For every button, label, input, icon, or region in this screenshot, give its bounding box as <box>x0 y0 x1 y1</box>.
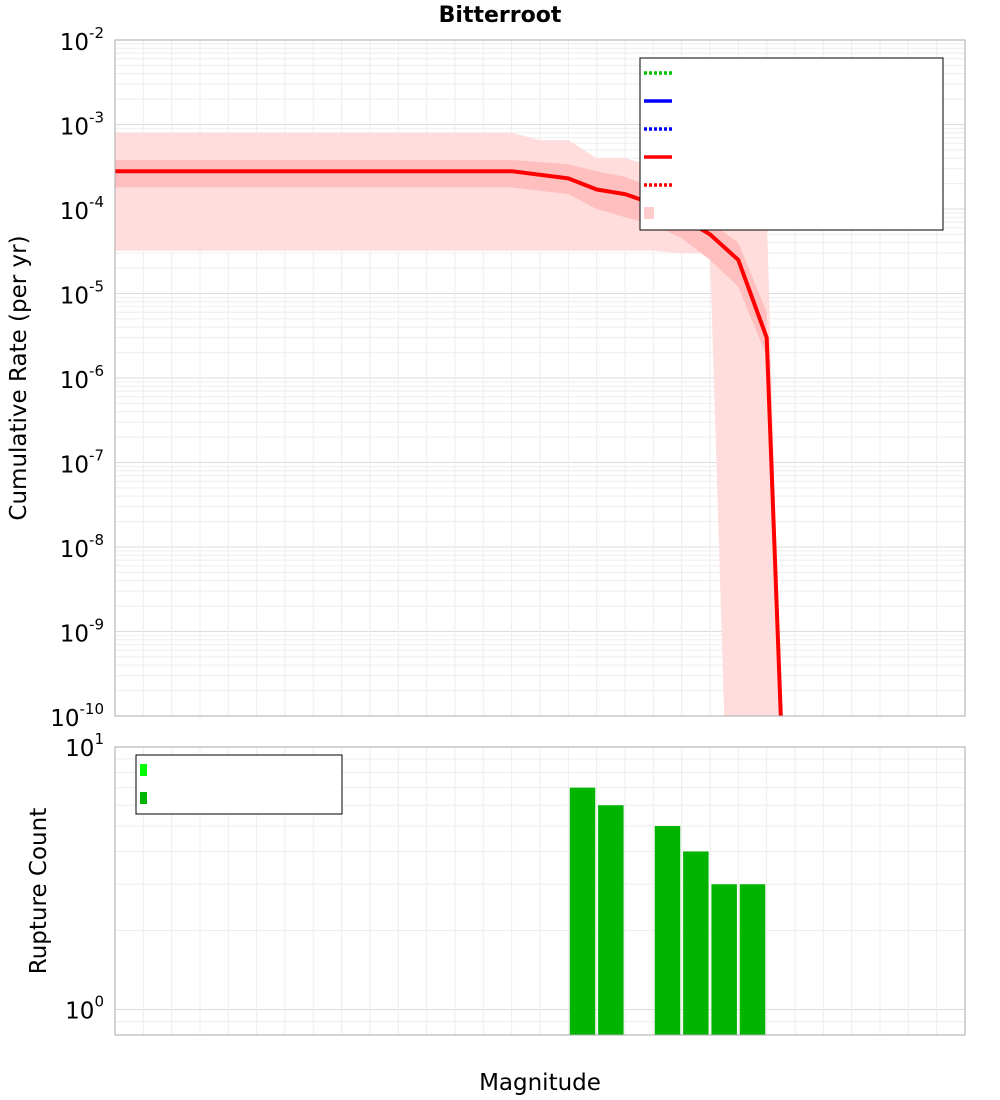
tick-exponent: -5 <box>89 278 104 296</box>
tick-base: 10 <box>60 115 89 141</box>
x-axis-label: Magnitude <box>479 1070 601 1096</box>
count-legend <box>135 754 343 815</box>
rupture-count-bar <box>711 884 737 1035</box>
tick-base: 10 <box>60 453 89 479</box>
rate-y-tick-label: 10-10 <box>50 700 104 732</box>
rate-legend-box <box>639 57 944 231</box>
count-legend-swatch <box>140 792 147 804</box>
rate-y-tick-label: 10-2 <box>60 24 104 56</box>
tick-exponent: -9 <box>89 616 104 634</box>
tick-exponent: -8 <box>89 531 104 549</box>
tick-exponent: -6 <box>89 362 104 380</box>
rupture-count-bar <box>569 787 596 1035</box>
rupture-count-bar <box>598 805 624 1035</box>
tick-exponent: -2 <box>89 24 104 42</box>
tick-exponent: -10 <box>80 700 105 718</box>
tick-base: 10 <box>65 736 94 762</box>
count-y-axis-label: Rupture Count <box>26 808 52 974</box>
rate-y-axis-label: Cumulative Rate (per yr) <box>6 235 32 520</box>
rupture-count-bar <box>683 851 709 1035</box>
rupture-count-bar <box>654 826 681 1035</box>
count-y-tick-label: 101 <box>65 730 104 762</box>
chart-title: Bitterroot <box>439 3 562 28</box>
participation-band-p0-p100 <box>115 132 781 716</box>
rate-y-tick-labels: 10-210-310-410-510-610-710-810-910-10 <box>50 24 104 732</box>
rupture-count-bar <box>739 884 766 1035</box>
count-y-tick-label: 100 <box>65 993 104 1025</box>
count-legend-box <box>135 754 343 815</box>
participation-band-outer <box>115 132 781 716</box>
rupture-count-bars <box>569 787 766 1035</box>
tick-base: 10 <box>60 284 89 310</box>
tick-base: 10 <box>65 999 94 1025</box>
tick-exponent: -4 <box>89 193 104 211</box>
rate-plot-frame <box>114 39 966 717</box>
rate-y-tick-label: 10-9 <box>60 616 104 648</box>
tick-exponent: -3 <box>89 109 104 127</box>
tick-exponent: -7 <box>89 447 104 465</box>
count-plot-frame <box>114 746 966 1036</box>
legend-swatch-band <box>644 207 654 219</box>
rate-legend <box>639 57 944 231</box>
participation-band-inner <box>115 160 767 357</box>
rate-plot-panel: 10-210-310-410-510-610-710-810-910-10 Cu… <box>6 24 966 732</box>
tick-base: 10 <box>50 706 79 732</box>
rate-y-tick-label: 10-5 <box>60 278 104 310</box>
rate-y-tick-label: 10-6 <box>60 362 104 394</box>
tick-base: 10 <box>60 199 89 225</box>
rate-y-tick-label: 10-4 <box>60 193 104 225</box>
tick-exponent: 0 <box>94 993 104 1011</box>
tick-base: 10 <box>60 622 89 648</box>
participation-band-p16-p84 <box>115 160 767 357</box>
rate-y-tick-label: 10-8 <box>60 531 104 563</box>
rate-y-tick-label: 10-3 <box>60 109 104 141</box>
rate-y-tick-label: 10-7 <box>60 447 104 479</box>
count-legend-swatch <box>140 764 147 776</box>
tick-exponent: 1 <box>94 730 104 748</box>
tick-base: 10 <box>60 30 89 56</box>
tick-base: 10 <box>60 368 89 394</box>
tick-base: 10 <box>60 537 89 563</box>
